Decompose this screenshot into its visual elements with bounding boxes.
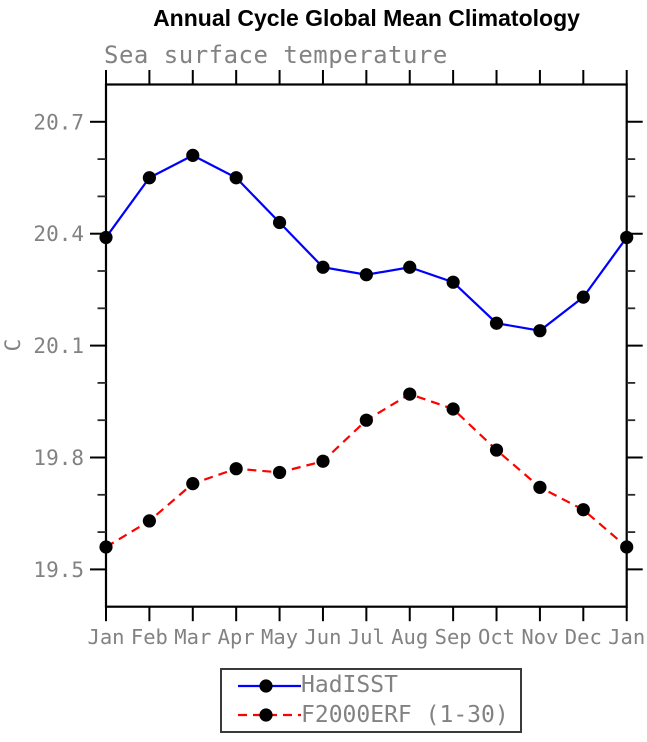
data-point-marker [316,260,330,274]
x-axis-ticks [105,70,628,622]
legend-label-hadisst: HadISST [301,672,398,699]
data-point-marker [99,230,113,245]
data-point-marker [142,514,156,528]
y-axis-tick-label: 20.7 [33,110,84,134]
x-axis-tick-label: Feb [131,625,168,649]
data-point-marker [489,316,504,330]
data-point-marker [316,454,330,468]
data-point-marker [186,148,200,162]
legend-line-sample-dashed-icon [238,708,301,722]
data-point-marker [229,462,243,476]
chart-title: Annual Cycle Global Mean Climatology [153,5,580,31]
data-point-marker [489,443,504,457]
x-axis-tick-label: May [261,625,298,649]
series-hadisst [99,148,634,338]
x-axis-tick-label: Sep [435,625,472,649]
data-point-marker [142,171,156,185]
data-point-marker [272,465,287,480]
x-axis-tick-label: Dec [565,625,602,649]
y-axis-tick-label: 19.5 [33,558,84,582]
x-axis-tick-label: Aug [391,625,428,649]
legend-line-sample-solid-icon [238,679,301,693]
data-point-marker [533,480,547,494]
series-line-hadisst [105,154,628,332]
series-f2000erf-1-30 [99,387,634,554]
data-point-marker [359,268,373,282]
data-point-marker [359,413,373,427]
data-point-marker [576,503,590,517]
x-axis-tick-label: Jul [348,625,385,649]
y-axis-minor-ticks [97,158,636,533]
axes-frame [104,83,628,608]
data-point-marker [576,290,590,304]
data-point-marker [272,215,287,230]
data-point-marker [446,275,460,289]
data-point-marker [533,324,547,338]
x-axis-tick-label: Mar [174,625,211,649]
data-point-marker [186,477,200,491]
x-axis-tick-label: Jun [304,625,341,649]
data-point-marker [620,230,634,245]
legend-label-f2000erf: F2000ERF (1-30) [301,701,509,728]
legend: HadISST F2000ERF (1-30) [220,668,522,733]
y-axis-tick-label: 19.8 [33,446,84,470]
chart-subtitle: Sea surface temperature [104,41,448,69]
data-point-marker [446,402,460,416]
y-axis-label: C [1,339,25,352]
x-axis-tick-label: Apr [218,625,255,649]
data-point-marker [99,540,113,554]
y-axis-tick-label: 20.1 [33,334,84,358]
data-point-marker [229,171,243,185]
y-axis-major-ticks [90,120,643,571]
x-axis-tick-label: Jan [87,625,124,649]
x-axis-tick-label: Jan [608,625,645,649]
data-point-marker [403,387,417,401]
y-axis-tick-labels: 19.5 19.8 20.1 20.4 20.7 [33,110,84,582]
data-point-marker [403,260,417,274]
legend-item-hadisst: HadISST [238,672,520,700]
data-point-marker [620,540,634,554]
legend-item-f2000erf: F2000ERF (1-30) [238,701,520,729]
x-axis-tick-label: Oct [478,625,515,649]
x-axis-tick-label: Nov [521,625,558,649]
y-axis-tick-label: 20.4 [33,222,84,246]
x-axis-tick-labels: Jan Feb Mar Apr May Jun Jul Aug Sep Oct Nov Dec Jan [87,625,645,649]
